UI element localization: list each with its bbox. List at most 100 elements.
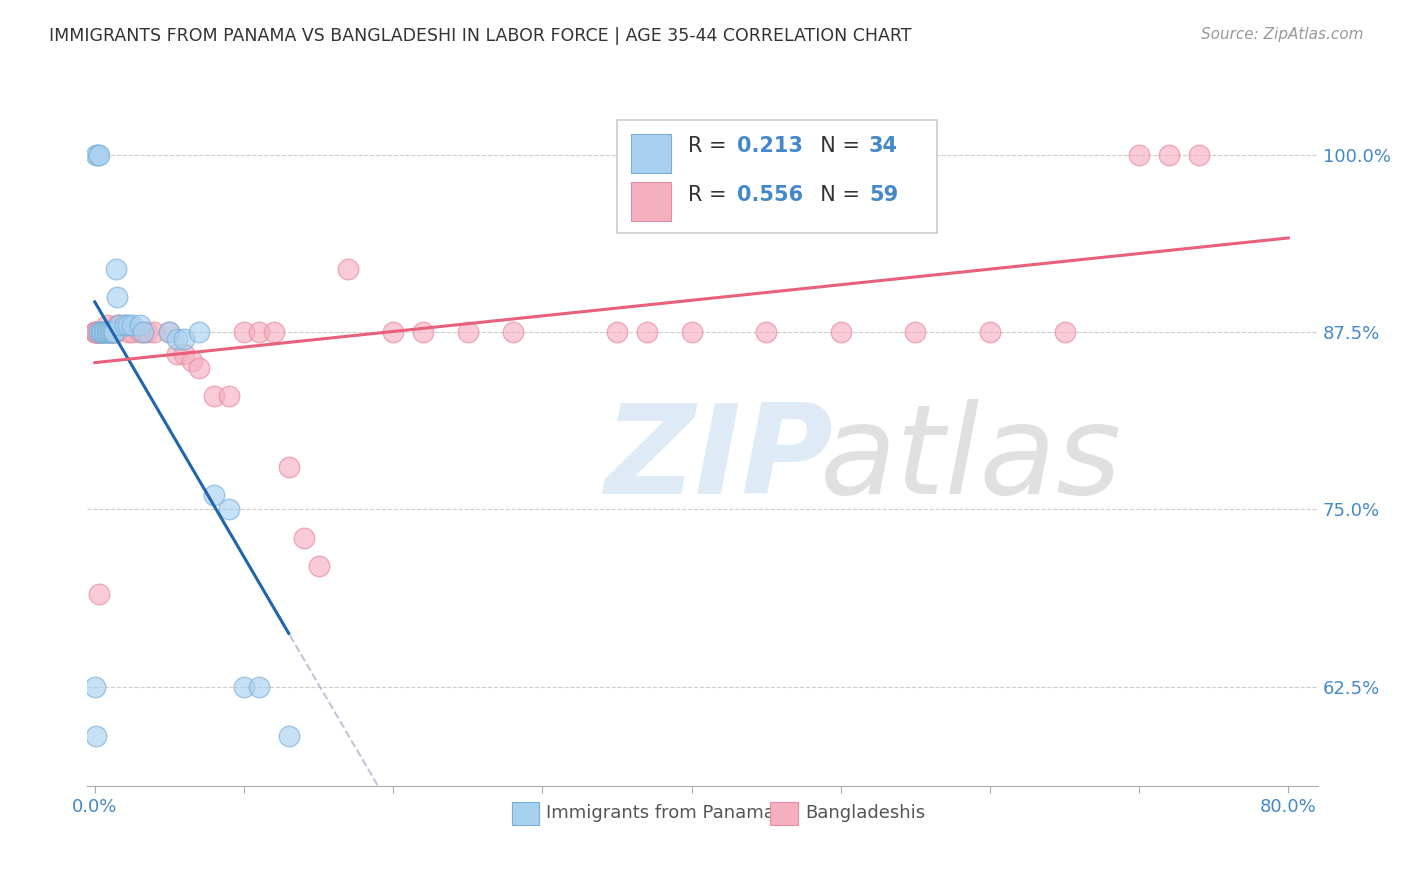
Bar xyxy=(631,134,671,173)
Point xyxy=(188,326,211,340)
Point xyxy=(606,326,628,340)
Point xyxy=(96,318,118,333)
Point xyxy=(979,326,1001,340)
Point xyxy=(104,326,127,340)
Point xyxy=(84,729,107,743)
Point xyxy=(166,346,188,360)
Point xyxy=(202,488,225,502)
Point xyxy=(104,261,127,276)
Point xyxy=(96,326,118,340)
Text: 59: 59 xyxy=(869,186,898,205)
Point xyxy=(84,326,107,340)
Point xyxy=(157,326,180,340)
Text: ZIP: ZIP xyxy=(605,400,832,520)
Point xyxy=(84,148,107,162)
Point xyxy=(103,326,125,340)
Point xyxy=(1188,148,1211,162)
Text: N =: N = xyxy=(807,186,868,205)
Point xyxy=(93,326,115,340)
Point xyxy=(98,326,121,340)
Point xyxy=(131,326,153,340)
Point xyxy=(90,326,112,340)
Point xyxy=(83,326,105,340)
Point xyxy=(84,326,107,340)
Bar xyxy=(631,182,671,220)
Point xyxy=(173,346,195,360)
Point xyxy=(173,333,195,347)
Point xyxy=(233,680,256,694)
Point xyxy=(117,318,139,333)
Point xyxy=(277,460,299,475)
Point xyxy=(90,326,112,340)
Point xyxy=(308,559,330,574)
Point xyxy=(87,326,110,340)
Point xyxy=(100,326,122,340)
Point xyxy=(89,587,111,601)
Text: atlas: atlas xyxy=(820,400,1122,520)
Point xyxy=(233,326,256,340)
Point xyxy=(105,290,128,304)
Point xyxy=(180,353,202,368)
Point xyxy=(412,326,434,340)
Point xyxy=(83,680,105,694)
Point xyxy=(188,360,211,375)
Point xyxy=(128,318,150,333)
Point xyxy=(91,326,114,340)
Point xyxy=(247,326,270,340)
Point xyxy=(84,326,107,340)
Text: 34: 34 xyxy=(869,136,898,155)
Text: IMMIGRANTS FROM PANAMA VS BANGLADESHI IN LABOR FORCE | AGE 35-44 CORRELATION CHA: IMMIGRANTS FROM PANAMA VS BANGLADESHI IN… xyxy=(49,27,911,45)
Text: R =: R = xyxy=(688,186,733,205)
Point xyxy=(337,261,360,276)
Point xyxy=(121,318,143,333)
Text: Bangladeshis: Bangladeshis xyxy=(804,804,925,822)
Point xyxy=(263,326,285,340)
Point xyxy=(143,326,166,340)
Text: R =: R = xyxy=(688,136,733,155)
Point xyxy=(121,326,143,340)
Point xyxy=(103,326,125,340)
Point xyxy=(202,389,225,403)
Point xyxy=(128,326,150,340)
Point xyxy=(87,148,110,162)
Point xyxy=(91,326,114,340)
Point xyxy=(277,729,299,743)
Point xyxy=(101,326,124,340)
Text: Source: ZipAtlas.com: Source: ZipAtlas.com xyxy=(1201,27,1364,42)
Point xyxy=(98,326,121,340)
Point xyxy=(89,326,111,340)
Point xyxy=(89,326,111,340)
Point xyxy=(107,318,129,333)
Point xyxy=(94,326,117,340)
Point xyxy=(681,326,703,340)
Point xyxy=(93,326,115,340)
Text: 0.213: 0.213 xyxy=(737,136,803,155)
Bar xyxy=(770,802,797,825)
Bar xyxy=(512,802,538,825)
Point xyxy=(830,326,852,340)
Point xyxy=(87,326,110,340)
Point xyxy=(1128,148,1150,162)
Point xyxy=(83,326,105,340)
Point xyxy=(89,148,111,162)
Point xyxy=(131,326,153,340)
Point xyxy=(1053,326,1076,340)
Point xyxy=(117,326,139,340)
Point xyxy=(1157,148,1180,162)
Point xyxy=(100,326,122,340)
Point xyxy=(97,326,120,340)
Point xyxy=(90,326,112,340)
Point xyxy=(107,318,129,333)
Point xyxy=(105,318,128,333)
Point xyxy=(97,326,120,340)
Point xyxy=(218,502,240,516)
Point xyxy=(636,326,658,340)
Point xyxy=(247,680,270,694)
Text: N =: N = xyxy=(807,136,868,155)
Point xyxy=(157,326,180,340)
Point xyxy=(166,333,188,347)
Point xyxy=(502,326,524,340)
Point xyxy=(114,318,136,333)
Point xyxy=(101,326,124,340)
Point xyxy=(114,318,136,333)
